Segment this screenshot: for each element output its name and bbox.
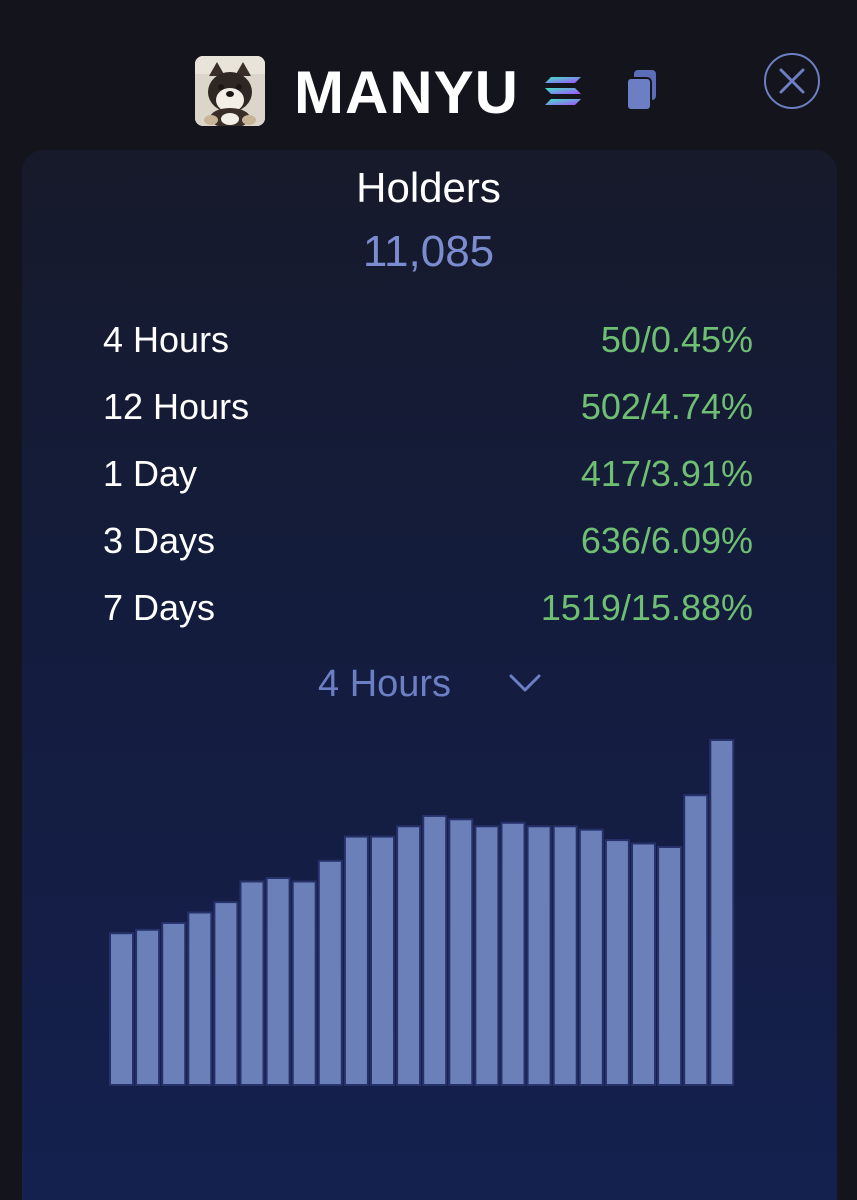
chart-bar [291,880,317,1086]
chart-bar [631,842,656,1086]
copy-icon[interactable] [622,68,662,114]
chevron-down-icon [509,674,541,692]
chart-bar [552,825,578,1087]
chart-bar [448,818,474,1087]
stat-row-7d: 7 Days 1519/15.88% [103,586,753,630]
chart-bar [422,814,448,1087]
chart-bar [213,901,239,1086]
chart-bar [135,928,161,1087]
chart-bar [317,859,343,1087]
stat-label: 4 Hours [103,319,230,360]
stat-value: 50/0.45% [600,319,753,360]
timeframe-selected: 4 Hours [318,663,452,705]
holders-count: 11,085 [362,227,495,276]
stat-label: 1 Day [103,453,198,494]
shiba-dog-avatar-icon [195,56,265,126]
token-name: MANYU [294,59,519,126]
chart-bar [370,835,395,1086]
timeframe-dropdown[interactable]: 4 Hours [310,660,550,708]
stat-row-3d: 3 Days 636/6.09% [103,519,753,563]
stat-row-1d: 1 Day 417/3.91% [103,452,753,496]
chart-bar [683,794,709,1086]
chart-bar [578,828,604,1086]
stat-value: 1519/15.88% [540,587,753,628]
stat-row-4h: 4 Hours 50/0.45% [103,318,753,362]
chart-bar [526,825,552,1087]
stat-label: 3 Days [103,520,216,561]
solana-icon [543,75,583,107]
close-icon [779,68,805,94]
holders-bar-chart [109,739,735,1087]
chart-bar [657,846,683,1086]
stat-label: 12 Hours [103,386,250,427]
stat-value: 636/6.09% [580,520,753,561]
stat-value: 502/4.74% [580,386,753,427]
chart-bar [265,877,291,1086]
holders-title: Holders [356,164,501,211]
chart-bar [604,839,630,1086]
chart-bar [187,911,213,1086]
chart-bar [239,880,265,1086]
stat-row-12h: 12 Hours 502/4.74% [103,385,753,429]
stat-value: 417/3.91% [580,453,753,494]
chart-bar [109,932,134,1086]
chart-bar [709,739,735,1086]
chart-bar [396,825,422,1087]
chart-bar [161,921,187,1086]
token-header: MANYU [0,0,857,150]
chart-bar [343,835,369,1086]
chart-bar [474,825,500,1087]
stat-label: 7 Days [103,587,216,628]
close-button[interactable] [764,53,820,109]
chart-bar [500,821,526,1087]
